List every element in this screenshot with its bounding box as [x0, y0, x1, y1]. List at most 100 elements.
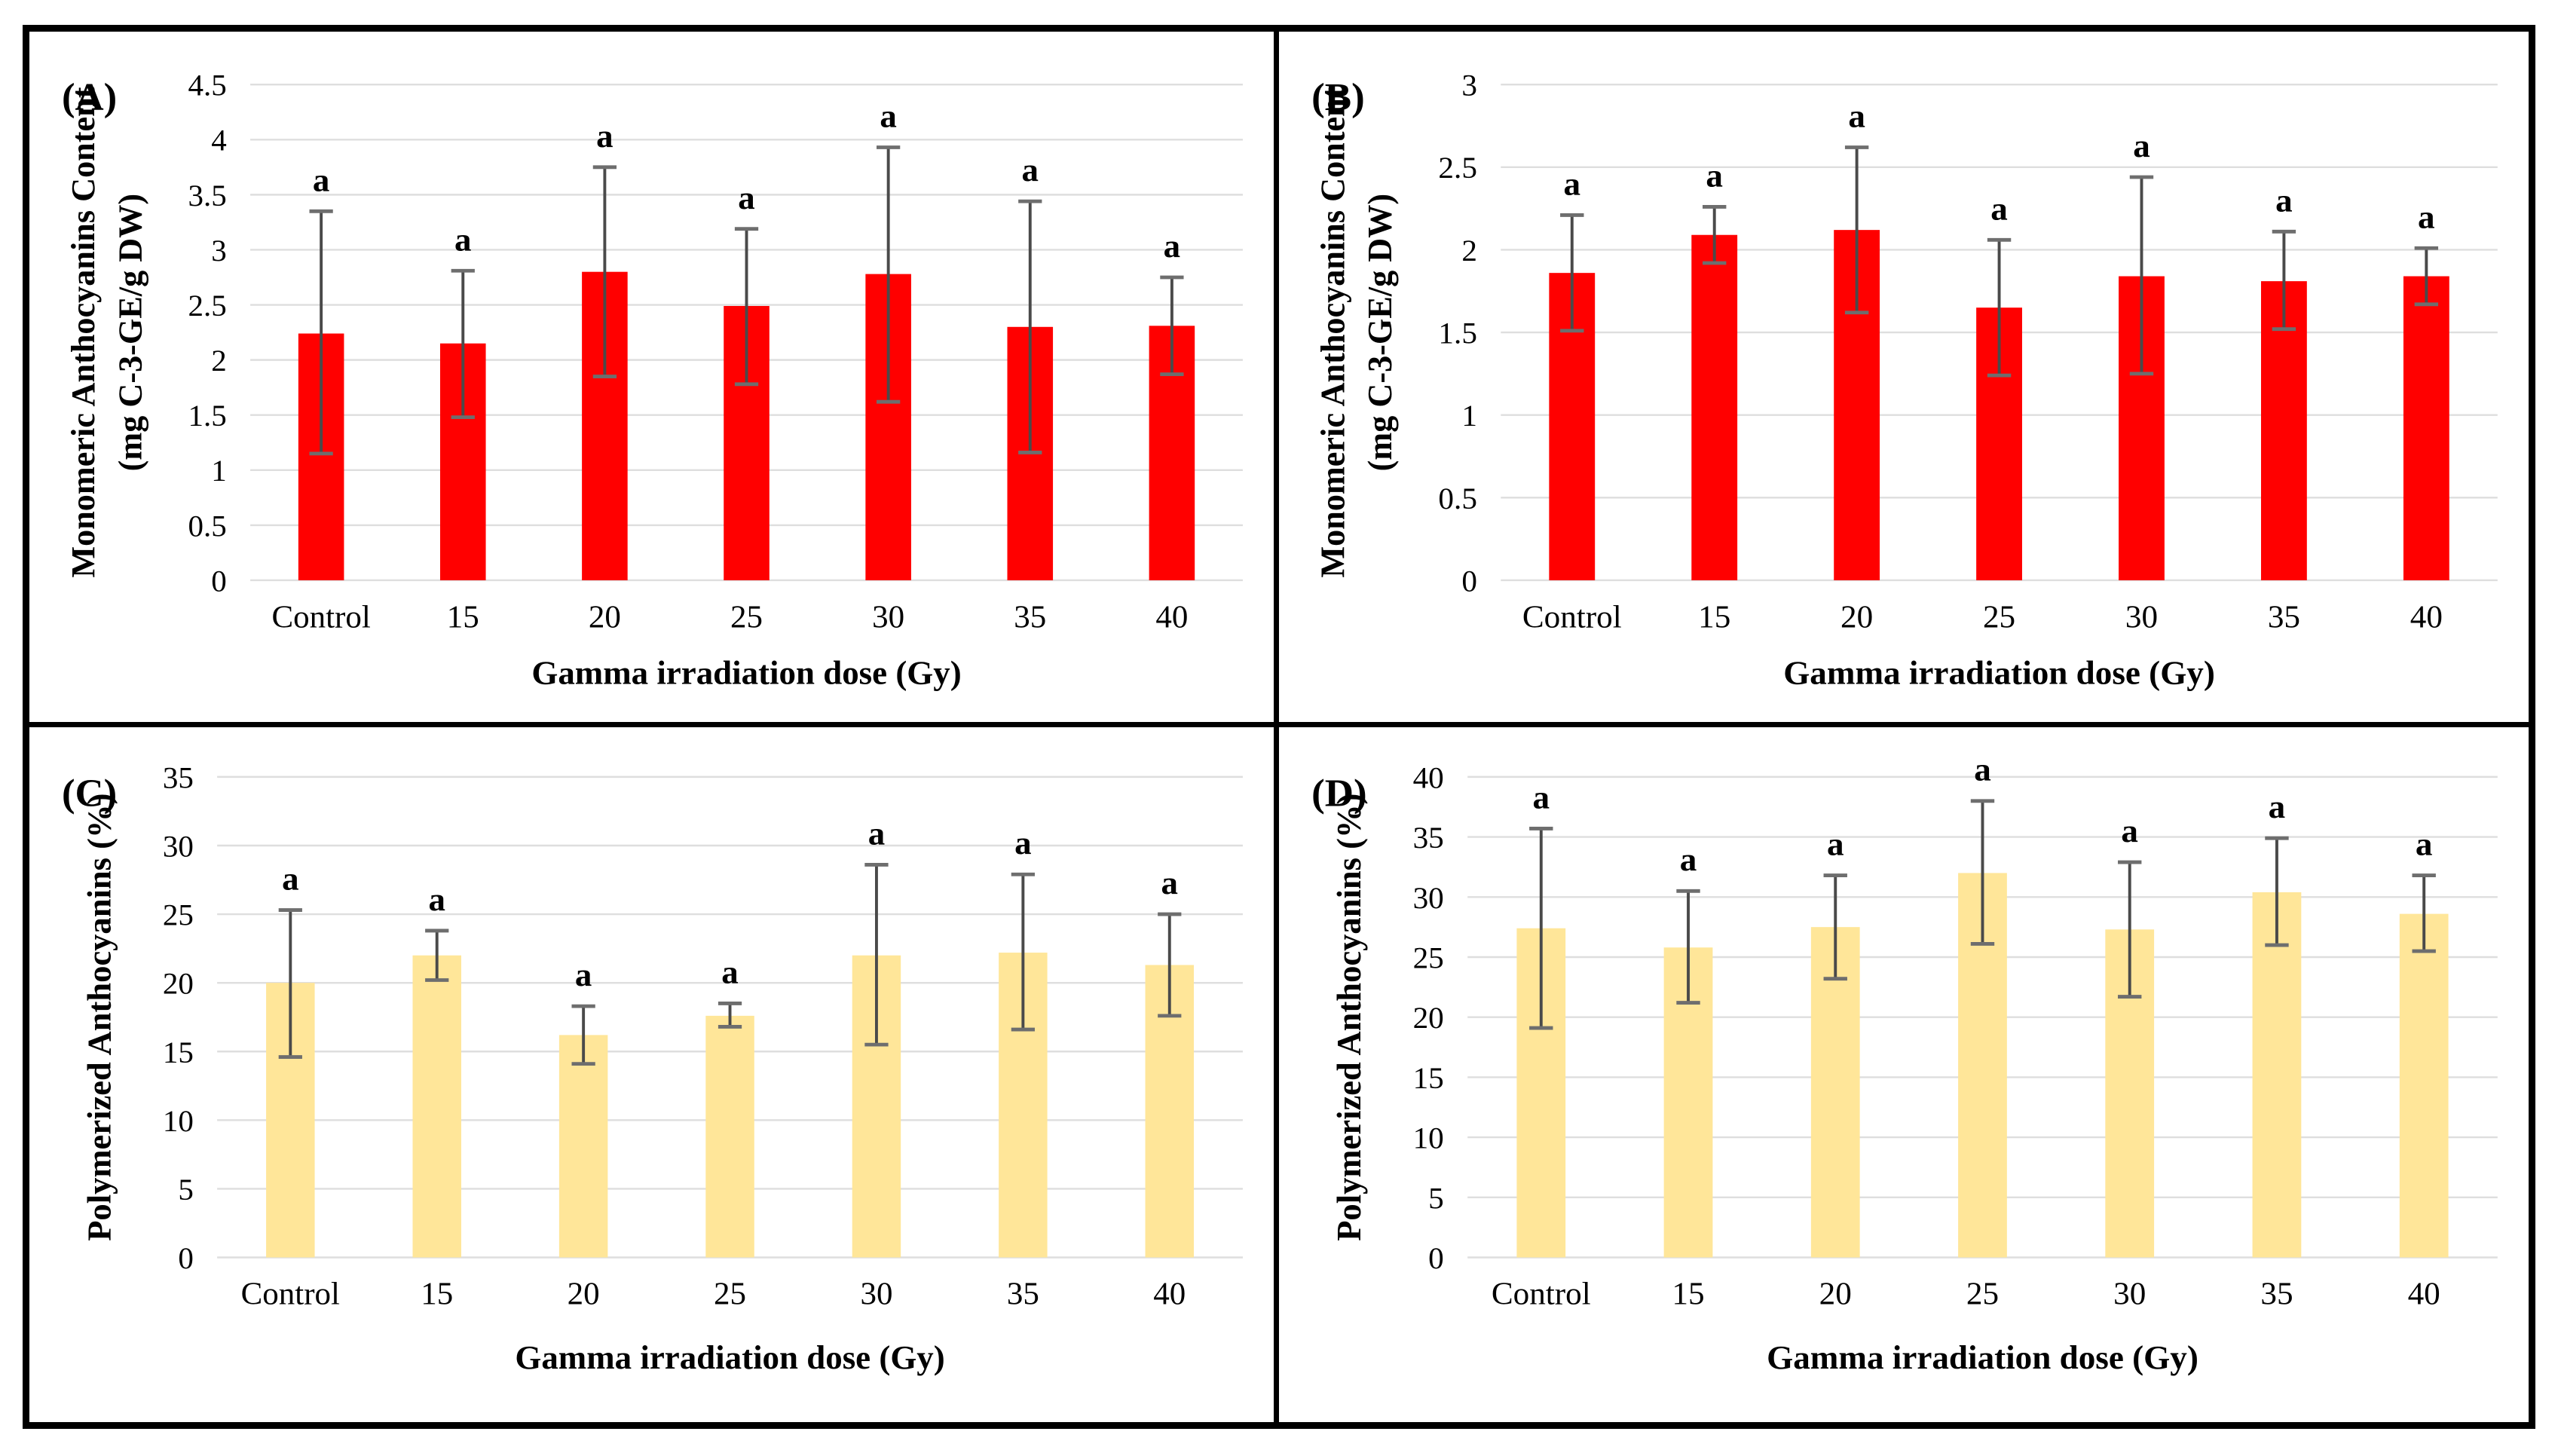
y-tick-label: 2.5 [1438, 151, 1476, 185]
panel-label: (B) [1311, 75, 1365, 118]
significance-label: a [428, 879, 445, 917]
x-tick-label: 20 [1840, 600, 1873, 635]
x-tick-label: 30 [2113, 1276, 2146, 1311]
x-tick-label: 15 [1672, 1276, 1704, 1311]
x-tick-label: Control [271, 600, 370, 635]
significance-label: a [2416, 824, 2433, 862]
y-tick-label: 1 [211, 454, 227, 488]
y-tick-label: 3.5 [188, 179, 227, 213]
significance-label: a [868, 814, 885, 852]
y-tick-label: 2.5 [188, 289, 227, 323]
y-tick-label: 40 [1413, 760, 1444, 794]
bar [1810, 926, 1860, 1258]
y-tick-label: 2 [211, 344, 227, 378]
significance-label: a [2418, 198, 2435, 235]
bar [2399, 913, 2449, 1258]
panel-c: 0 5 10 15 20 25 30 35 a Control a 15 a 20 a 25 a 30 a 35 a 40… [29, 726, 1279, 1422]
significance-label: a [596, 117, 613, 154]
significance-label: a [1164, 227, 1180, 265]
bar [2260, 281, 2307, 580]
significance-label: a [2133, 127, 2150, 164]
y-tick-label: 30 [163, 829, 194, 863]
significance-label: a [1706, 157, 1723, 194]
panel-a: 0 0.5 1 1.5 2 2.5 3 3.5 4 4.5 a Control a 15 a 20 a 25 a 30… [29, 32, 1279, 727]
significance-label: a [1827, 824, 1844, 862]
y-tick-label: 35 [1413, 821, 1444, 855]
y-tick-label: 0 [1428, 1241, 1444, 1275]
significance-label: a [1161, 864, 1178, 901]
significance-label: a [454, 221, 471, 258]
x-tick-label: 15 [1698, 600, 1730, 635]
significance-label: a [1563, 165, 1580, 202]
bar [1691, 234, 1738, 580]
bar [558, 1034, 608, 1258]
x-tick-label: 20 [1819, 1276, 1852, 1311]
y-axis-title-line1: Monomeric Anthocyanins Content [64, 87, 102, 577]
x-tick-label: 20 [589, 600, 621, 635]
y-tick-label: 0 [1461, 564, 1477, 598]
x-tick-label: 35 [1007, 1276, 1039, 1311]
significance-label: a [2275, 182, 2293, 219]
y-tick-label: 20 [1413, 1001, 1444, 1035]
panel-d: 0 5 10 15 20 25 30 35 40 a Control a 15 a 20 a 25 a 30 a 35 a… [1279, 726, 2529, 1422]
y-tick-label: 3 [1461, 69, 1477, 102]
y-axis-title-line2: (mg C-3-GE/g DW) [111, 194, 148, 472]
y-tick-label: 25 [163, 898, 194, 931]
x-tick-label: 20 [568, 1276, 600, 1311]
y-tick-label: 15 [1413, 1061, 1444, 1095]
significance-label: a [1974, 750, 1991, 788]
x-tick-label: 35 [2268, 600, 2300, 635]
chart-b-monomeric-anthocyanins: 0 0.5 1 1.5 2 2.5 3 a Control a 15 a 20 a 25 a 30 a 35 a 40 G… [1311, 69, 2498, 691]
significance-label: a [575, 956, 592, 993]
y-tick-label: 3 [211, 234, 227, 268]
significance-label: a [2121, 812, 2138, 849]
bar [412, 955, 461, 1258]
y-tick-label: 1.5 [188, 399, 227, 433]
bar [2403, 276, 2449, 580]
x-tick-label: 40 [1153, 1276, 1186, 1311]
significance-label: a [880, 97, 896, 135]
x-tick-label: 25 [1983, 600, 2015, 635]
y-axis-title-line1: Monomeric Anthocyanins Content [1314, 87, 1351, 577]
four-panel-anthocyanin-figure: 0 0.5 1 1.5 2 2.5 3 3.5 4 4.5 a Control a 15 a 20 a 25 a 30… [23, 25, 2535, 1429]
x-tick-label: 35 [1014, 600, 1046, 635]
significance-label: a [2269, 788, 2286, 825]
x-tick-label: 25 [714, 1276, 746, 1311]
x-tick-label: 35 [2260, 1276, 2293, 1311]
significance-label: a [721, 953, 738, 990]
x-tick-label: Control [241, 1276, 340, 1311]
y-tick-label: 4 [211, 124, 227, 158]
significance-label: a [1014, 824, 1031, 861]
significance-label: a [1022, 151, 1039, 189]
panel-label: (A) [62, 75, 117, 119]
x-tick-label: 25 [1966, 1276, 1999, 1311]
y-tick-label: 0 [211, 564, 227, 598]
y-tick-label: 0.5 [188, 509, 227, 543]
x-tick-label: 25 [730, 600, 763, 635]
y-tick-label: 10 [1413, 1121, 1444, 1155]
y-tick-label: 0 [178, 1241, 194, 1275]
x-axis-title: Gamma irradiation dose (Gy) [1783, 654, 2215, 691]
bar [2252, 892, 2302, 1258]
x-tick-label: 15 [447, 600, 479, 635]
x-axis-title: Gamma irradiation dose (Gy) [1767, 1338, 2198, 1376]
chart-d-polymerized-anthocyanins: 0 5 10 15 20 25 30 35 40 a Control a 15 a 20 a 25 a 30 a 35 a… [1311, 750, 2498, 1376]
significance-label: a [1990, 190, 2008, 227]
significance-label: a [282, 859, 298, 897]
x-tick-label: 30 [872, 600, 904, 635]
y-tick-label: 20 [163, 966, 194, 1000]
significance-label: a [1848, 97, 1865, 134]
x-tick-label: 15 [421, 1276, 453, 1311]
x-tick-label: 40 [2408, 1276, 2440, 1311]
y-tick-label: 1.5 [1438, 317, 1476, 350]
x-tick-label: Control [1492, 1276, 1591, 1311]
x-tick-label: 40 [1155, 600, 1188, 635]
y-tick-label: 5 [178, 1173, 194, 1207]
x-tick-label: 30 [860, 1276, 892, 1311]
y-tick-label: 35 [163, 760, 194, 794]
y-tick-label: 5 [1428, 1181, 1444, 1215]
x-tick-label: 40 [2410, 600, 2443, 635]
y-tick-label: 1 [1461, 399, 1477, 433]
panel-label: (D) [1311, 771, 1367, 815]
chart-a-monomeric-anthocyanins: 0 0.5 1 1.5 2 2.5 3 3.5 4 4.5 a Control a 15 a 20 a 25 a 30… [62, 69, 1243, 691]
